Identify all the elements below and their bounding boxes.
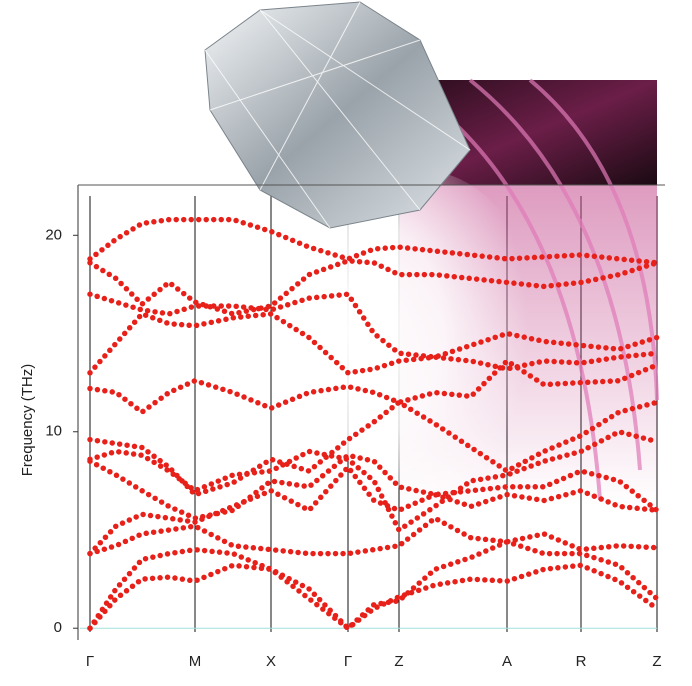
band xyxy=(87,291,660,360)
band xyxy=(87,310,660,376)
band xyxy=(87,538,660,633)
band xyxy=(87,428,660,534)
band xyxy=(87,452,660,522)
y-axis-label: Frequency (THz) xyxy=(19,364,36,477)
y-tick-label: 10 xyxy=(45,423,62,440)
band xyxy=(87,514,660,557)
band xyxy=(87,357,660,416)
decoration xyxy=(204,1,659,505)
x-tick-label: Z xyxy=(652,653,661,670)
band xyxy=(87,398,660,498)
x-tick-label: Z xyxy=(394,653,403,670)
diamond xyxy=(204,1,471,229)
x-tick-label: Γ xyxy=(86,653,94,670)
x-tick-label: A xyxy=(502,653,512,670)
band xyxy=(87,216,660,266)
band xyxy=(87,258,660,317)
x-tick-label: Γ xyxy=(344,653,352,670)
y-tick-label: 0 xyxy=(54,619,62,636)
glow xyxy=(300,170,540,490)
axes xyxy=(77,184,665,640)
diamond-facets xyxy=(204,1,471,229)
x-tick-label: X xyxy=(266,653,276,670)
band xyxy=(87,462,660,557)
x-tick-label: R xyxy=(576,653,587,670)
band xyxy=(87,562,660,632)
y-tick-label: 20 xyxy=(45,226,62,243)
x-tick-label: M xyxy=(189,653,202,670)
